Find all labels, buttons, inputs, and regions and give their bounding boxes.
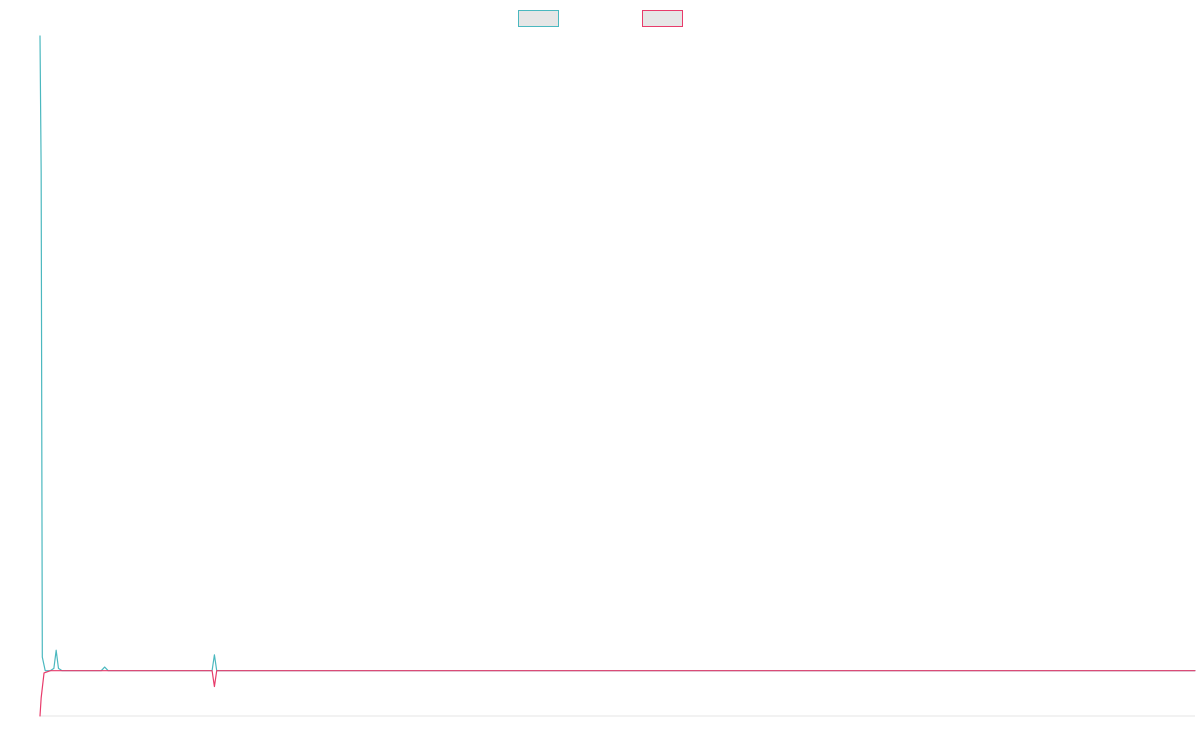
legend	[518, 10, 683, 27]
series-1-line	[39, 35, 1196, 672]
legend-swatch-series-1[interactable]	[518, 10, 559, 27]
series-layer	[39, 35, 1196, 717]
legend-swatch-series-2[interactable]	[642, 10, 683, 27]
series-2-line	[39, 670, 1196, 717]
plot-area	[39, 35, 1196, 717]
